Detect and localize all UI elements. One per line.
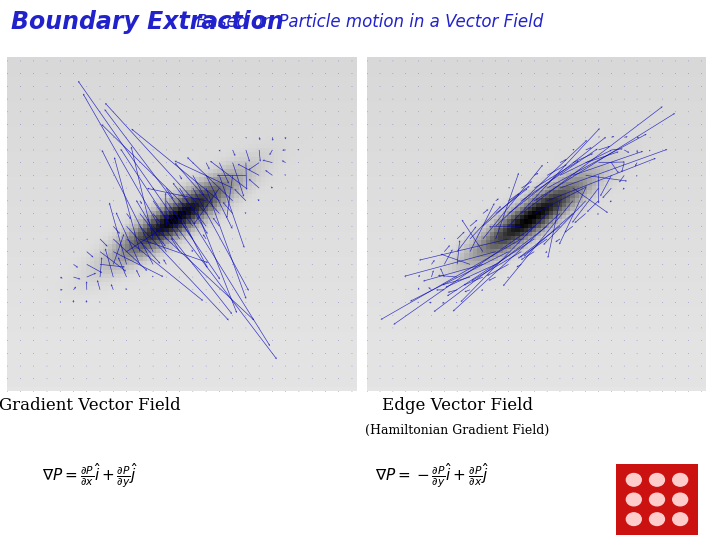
Text: Gradient Vector Field: Gradient Vector Field xyxy=(0,397,181,414)
Circle shape xyxy=(649,513,665,525)
Text: Edge Vector Field: Edge Vector Field xyxy=(382,397,533,414)
Circle shape xyxy=(626,513,642,525)
Text: Boundary Extraction: Boundary Extraction xyxy=(11,10,284,33)
Circle shape xyxy=(626,493,642,506)
Circle shape xyxy=(672,474,688,486)
Circle shape xyxy=(649,493,665,506)
FancyBboxPatch shape xyxy=(611,461,703,538)
Circle shape xyxy=(649,474,665,486)
Circle shape xyxy=(626,474,642,486)
Circle shape xyxy=(672,493,688,506)
Text: (Hamiltonian Gradient Field): (Hamiltonian Gradient Field) xyxy=(365,424,549,437)
Text: $\nabla P = \frac{\partial P}{\partial x}\hat{i} + \frac{\partial P}{\partial y}: $\nabla P = \frac{\partial P}{\partial x… xyxy=(42,462,138,490)
Text: Based on Particle motion in a Vector Field: Based on Particle motion in a Vector Fie… xyxy=(191,12,543,31)
Text: $\nabla P = -\frac{\partial P}{\partial y}\hat{i} + \frac{\partial P}{\partial x: $\nabla P = -\frac{\partial P}{\partial … xyxy=(375,462,489,490)
Circle shape xyxy=(672,513,688,525)
